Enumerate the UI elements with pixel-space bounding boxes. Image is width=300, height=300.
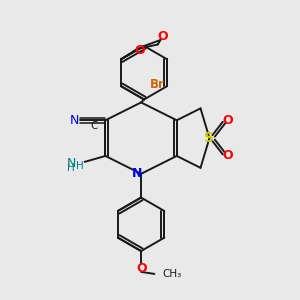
Text: H: H <box>68 164 75 173</box>
Text: CH₃: CH₃ <box>162 269 181 279</box>
Text: O: O <box>157 30 168 43</box>
Text: C: C <box>91 121 98 131</box>
Text: S: S <box>204 131 214 145</box>
Text: N: N <box>131 167 142 180</box>
Text: O: O <box>223 149 233 162</box>
Text: Br: Br <box>149 78 164 91</box>
Text: H: H <box>76 161 84 171</box>
Text: N: N <box>70 114 80 127</box>
Text: O: O <box>137 262 147 275</box>
Text: O: O <box>134 44 145 57</box>
Text: O: O <box>223 114 233 127</box>
Text: N: N <box>67 157 76 170</box>
